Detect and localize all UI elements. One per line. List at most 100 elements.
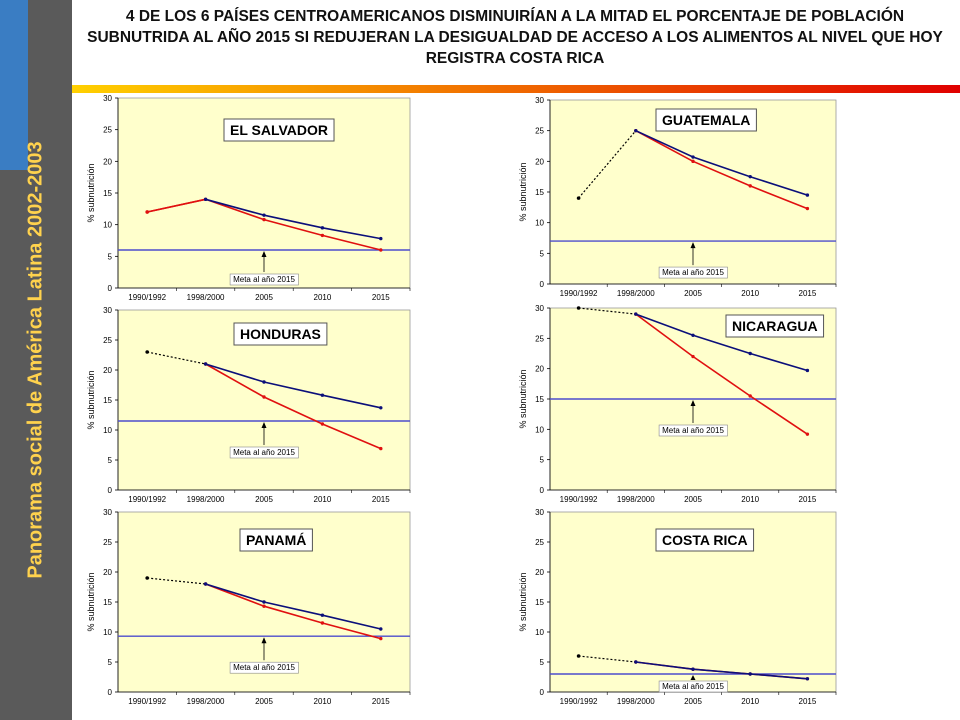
x-tick-label: 1990/1992 [128,293,166,302]
x-tick-label: 1990/1992 [560,697,598,706]
data-point-red [379,636,383,641]
historical-point [145,576,149,580]
target-label: Meta al año 2015 [233,663,295,672]
historical-point [145,350,149,354]
y-tick-label: 0 [540,280,545,289]
country-label-box [233,322,328,346]
data-point-red [805,206,810,211]
x-tick-label: 1990/1992 [128,495,166,504]
y-tick-label: 30 [535,304,544,313]
y-tick-label: 30 [535,508,544,517]
data-point-blue [262,213,266,217]
target-arrowhead [690,242,696,249]
x-tick-label: 2015 [372,495,390,504]
data-point-blue [379,236,383,241]
data-point-blue [634,128,638,133]
x-tick-label: 2005 [684,495,702,504]
target-label: Meta al año 2015 [662,682,724,691]
y-axis-label: % subnutrición [86,163,96,222]
data-point-red [262,395,266,399]
y-tick-label: 25 [103,126,112,135]
data-point-red [379,248,383,252]
y-tick-label: 25 [535,334,544,343]
y-tick-label: 10 [103,628,112,637]
y-axis-label: % subnutrición [518,572,528,631]
y-tick-label: 20 [535,365,544,374]
y-tick-label: 15 [535,598,544,607]
x-tick-label: 2010 [741,495,759,504]
y-tick-label: 5 [108,456,113,465]
y-tick-label: 10 [535,425,544,434]
data-point-blue [805,677,810,681]
target-label: Meta al año 2015 [233,275,295,284]
data-point-blue [262,600,266,604]
data-point-blue [634,660,638,664]
data-point-red [748,184,752,188]
x-tick-label: 1990/1992 [560,289,598,298]
chart-guatemala: 0 5 10 15 20 25 30 1990/1992 1998/2000 2005 2010 20… [518,96,837,298]
data-point-blue [691,333,695,337]
y-tick-label: 25 [103,336,112,345]
chart-honduras: 0 5 10 15 20 25 30 1990/1992 1998/2000 2005 2010 20… [86,306,411,504]
x-tick-label: 2005 [684,697,702,706]
country-label-box [223,118,335,142]
data-point-red [805,432,810,436]
data-point-blue [805,193,810,197]
data-point-red [691,159,695,164]
target-label: Meta al año 2015 [662,268,724,277]
x-tick-label: 1998/2000 [617,697,655,706]
data-point-red [262,604,266,608]
series-line-red [635,313,808,435]
country-label-box [655,108,757,132]
country-label-costa-rica: COSTA RICA [662,532,748,548]
target-label-box [658,424,728,437]
y-tick-label: 15 [103,598,112,607]
y-tick-label: 0 [108,486,113,495]
series-line-blue [635,129,808,196]
y-tick-label: 0 [108,688,113,697]
sidebar-accent-bar [0,0,28,170]
data-point-red [320,621,325,625]
sidebar: Panorama social de América Latina 2002-2… [0,0,72,720]
y-tick-label: 10 [103,426,112,435]
y-tick-label: 5 [108,658,113,667]
y-tick-label: 5 [108,252,113,261]
data-point-blue [379,406,383,410]
country-label-honduras: HONDURAS [240,326,321,342]
target-label-box [229,661,299,674]
y-tick-label: 5 [540,456,545,465]
historical-segment [578,655,636,663]
y-tick-label: 15 [535,188,544,197]
x-tick-label: 2005 [684,289,702,298]
data-point-blue [748,672,752,676]
x-tick-label: 2010 [314,495,332,504]
sidebar-publication-label: Panorama social de América Latina 2002-2… [24,141,47,579]
y-tick-label: 10 [103,221,112,230]
y-tick-label: 10 [535,628,544,637]
y-axis-label: % subnutrición [518,369,528,428]
target-arrowhead [690,400,696,406]
data-point-red [320,233,325,238]
y-tick-label: 20 [103,568,112,577]
chart-el-salvador: 0 5 10 15 20 25 30 1990/1992 1998/2000 2005 2010 20… [86,94,411,302]
series-line-blue [635,313,808,372]
series-line-red [205,583,382,640]
data-point-blue [748,174,752,179]
y-axis-label: % subnutrición [86,572,96,631]
y-tick-label: 10 [535,219,544,228]
historical-segment [578,130,637,199]
x-tick-label: 2010 [741,697,759,706]
x-tick-label: 1998/2000 [187,293,225,302]
y-tick-label: 25 [535,127,544,136]
series-line-blue [205,363,381,409]
y-axis-label: % subnutrición [518,162,528,221]
x-tick-label: 1990/1992 [128,697,166,706]
target-label-box [658,680,728,693]
data-point-blue [691,667,695,671]
target-arrowhead [261,637,267,644]
data-point-blue [805,368,810,373]
x-tick-label: 1998/2000 [187,697,225,706]
data-point-blue [320,613,325,617]
x-tick-label: 2015 [372,293,390,302]
y-tick-label: 0 [540,688,545,697]
